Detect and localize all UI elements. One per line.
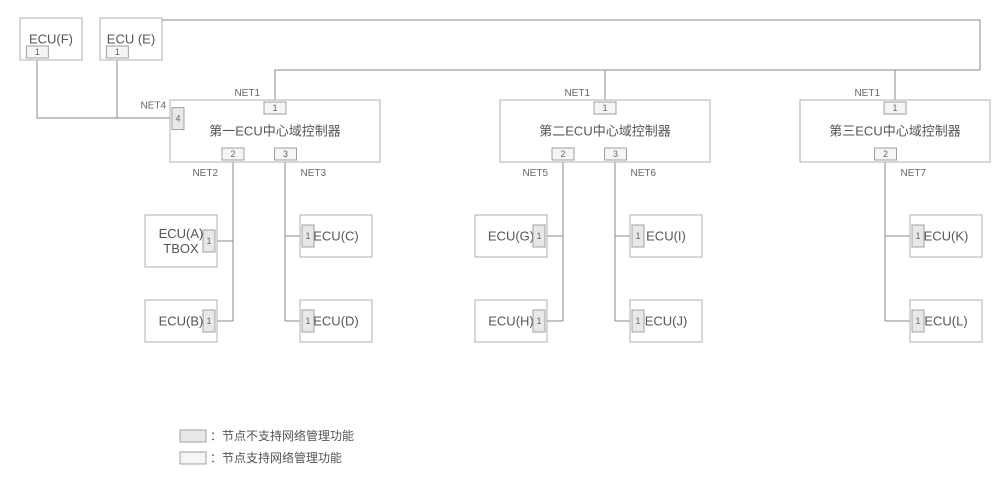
port-num-ctrl2_t: 1 bbox=[602, 103, 607, 113]
node-label-ecu_i: ECU(I) bbox=[646, 229, 686, 244]
port-num-ctrl2_b2: 2 bbox=[560, 149, 565, 159]
node-label-ecu_b: ECU(B) bbox=[159, 314, 204, 329]
net-label-ctrl1_b2: NET2 bbox=[192, 168, 218, 179]
node-label-ecu_j: ECU(J) bbox=[645, 314, 688, 329]
port-num-ecu_l_l: 1 bbox=[915, 316, 920, 326]
net-label-ctrl2_t: NET1 bbox=[564, 88, 590, 99]
edge-3 bbox=[217, 162, 233, 321]
port-num-ctrl3_t: 1 bbox=[892, 103, 897, 113]
net-label-ctrl1_b3: NET3 bbox=[301, 168, 327, 179]
port-num-ecu_h_r: 1 bbox=[536, 316, 541, 326]
net-label-ctrl3_b2: NET7 bbox=[901, 168, 927, 179]
port-num-ecu_k_l: 1 bbox=[915, 231, 920, 241]
net-label-ctrl2_b2: NET5 bbox=[522, 168, 548, 179]
node-label-ctrl1: 第一ECU中心域控制器 bbox=[209, 124, 340, 139]
port-num-ctrl1_t: 1 bbox=[272, 103, 277, 113]
edge-6 bbox=[615, 162, 630, 321]
port-num-ecu_d_l: 1 bbox=[305, 316, 310, 326]
port-num-ecu_j_l: 1 bbox=[635, 316, 640, 326]
edge-5 bbox=[547, 162, 563, 321]
net-label-ctrl2_b3: NET6 bbox=[631, 168, 657, 179]
legend-swatch-1 bbox=[180, 452, 206, 464]
net-label-ctrl1_l: NET4 bbox=[140, 101, 166, 112]
node-label-ecu_a: ECU(A) bbox=[159, 226, 204, 241]
port-num-ctrl3_b2: 2 bbox=[883, 149, 888, 159]
node-label-ecu_f: ECU(F) bbox=[29, 32, 73, 47]
node-label-ctrl3: 第三ECU中心域控制器 bbox=[829, 124, 960, 139]
node-label-ecu_a: TBOX bbox=[163, 241, 199, 256]
node-label-ecu_g: ECU(G) bbox=[488, 229, 534, 244]
node-label-ecu_h: ECU(H) bbox=[488, 314, 534, 329]
edge-7 bbox=[885, 162, 910, 321]
net-label-ctrl1_t: NET1 bbox=[234, 88, 260, 99]
port-num-ecu_i_l: 1 bbox=[635, 231, 640, 241]
port-num-ctrl1_b2: 2 bbox=[230, 149, 235, 159]
port-num-ecu_e_b: 1 bbox=[115, 47, 120, 57]
port-num-ecu_b_r: 1 bbox=[206, 316, 211, 326]
port-num-ecu_g_r: 1 bbox=[536, 231, 541, 241]
port-num-ctrl1_l: 4 bbox=[175, 114, 180, 124]
legend-text-1: ：节点支持网络管理功能 bbox=[210, 450, 342, 465]
legend-swatch-0 bbox=[180, 430, 206, 442]
port-num-ecu_f_b: 1 bbox=[35, 47, 40, 57]
port-num-ctrl2_b3: 3 bbox=[613, 149, 618, 159]
edge-4 bbox=[285, 162, 300, 321]
node-label-ctrl2: 第二ECU中心域控制器 bbox=[539, 124, 670, 139]
node-label-ecu_l: ECU(L) bbox=[924, 314, 967, 329]
node-label-ecu_k: ECU(K) bbox=[924, 229, 969, 244]
net-label-ctrl3_t: NET1 bbox=[854, 88, 880, 99]
network-diagram: ECU(F) ECU (E) 第一ECU中心域控制器 第二ECU中心域控制器 第三ECU… bbox=[0, 0, 1000, 504]
legend-text-0: ：节点不支持网络管理功能 bbox=[210, 428, 354, 443]
port-num-ecu_a_r: 1 bbox=[206, 236, 211, 246]
node-label-ecu_d: ECU(D) bbox=[313, 314, 359, 329]
port-num-ctrl1_b3: 3 bbox=[283, 149, 288, 159]
port-num-ecu_c_l: 1 bbox=[305, 231, 310, 241]
node-label-ecu_c: ECU(C) bbox=[313, 229, 359, 244]
node-label-ecu_e: ECU (E) bbox=[107, 32, 155, 47]
